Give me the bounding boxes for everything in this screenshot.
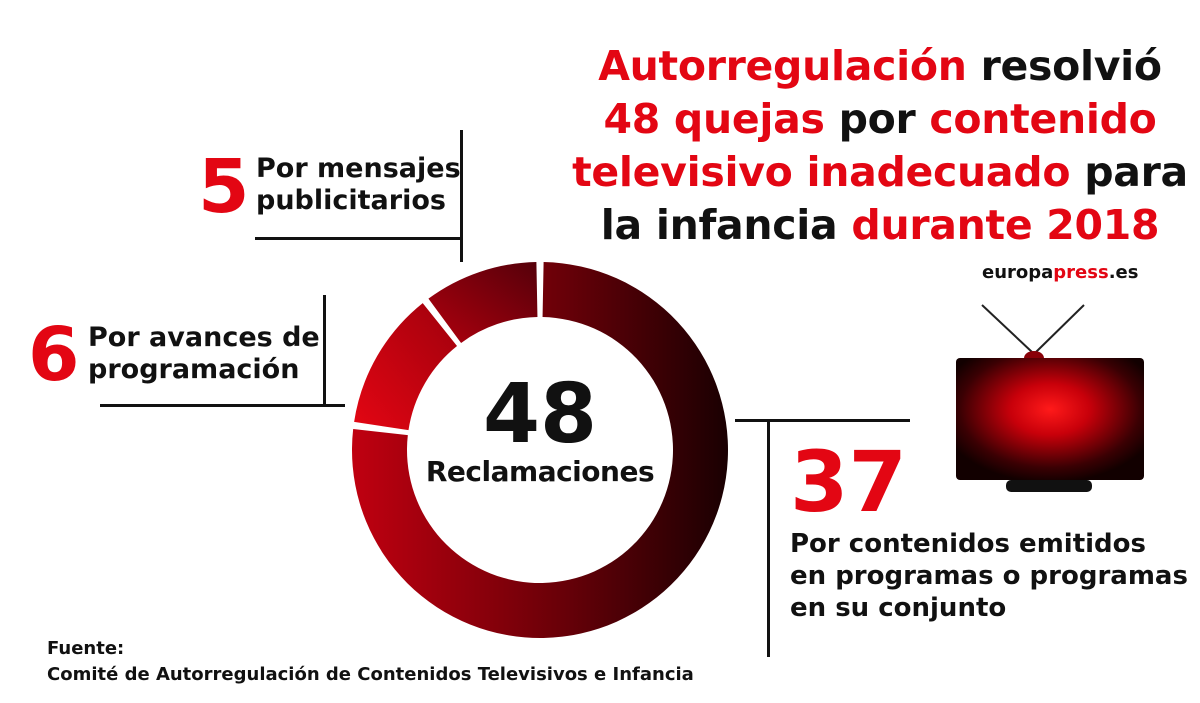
title-part: para xyxy=(1070,148,1188,196)
callout-horizontal-line xyxy=(735,419,910,422)
brand-logo: europapress.es xyxy=(982,262,1139,283)
callout-vertical-line xyxy=(323,295,326,407)
source-note: Fuente: Comité de Autorregulación de Con… xyxy=(47,638,694,685)
title-part: por xyxy=(824,95,930,143)
title-part: 48 quejas xyxy=(603,95,825,143)
total-value: 48 xyxy=(482,367,598,462)
label-publicidad: Por mensajes publicitarios xyxy=(256,153,461,216)
title-part: televisivo inadecuado xyxy=(572,148,1071,196)
title-part: Autorregulación xyxy=(598,42,967,90)
title-part: durante 2018 xyxy=(851,201,1160,249)
donut-slice-publicidad xyxy=(428,262,538,343)
callout-vertical-line xyxy=(767,419,770,657)
chart-title: Autorregulación resolvió 48 quejas por co… xyxy=(560,40,1200,252)
label-avances: Por avances de programación xyxy=(88,322,320,385)
total-label: Reclamaciones xyxy=(425,455,655,488)
title-part: resolvió xyxy=(966,42,1163,90)
donut-slice-avances xyxy=(354,303,458,431)
television-icon xyxy=(956,304,1144,492)
value-contenidos: 37 xyxy=(790,433,907,531)
donut-chart xyxy=(352,262,728,638)
callout-vertical-line xyxy=(460,130,463,262)
callout-horizontal-line xyxy=(100,404,345,407)
value-publicidad: 5 xyxy=(198,144,250,230)
title-part: la infancia xyxy=(600,201,852,249)
callout-horizontal-line xyxy=(255,237,463,240)
label-contenidos: Por contenidos emitidos en programas o p… xyxy=(790,529,1188,623)
title-part: contenido xyxy=(929,95,1157,143)
value-avances: 6 xyxy=(28,312,80,398)
